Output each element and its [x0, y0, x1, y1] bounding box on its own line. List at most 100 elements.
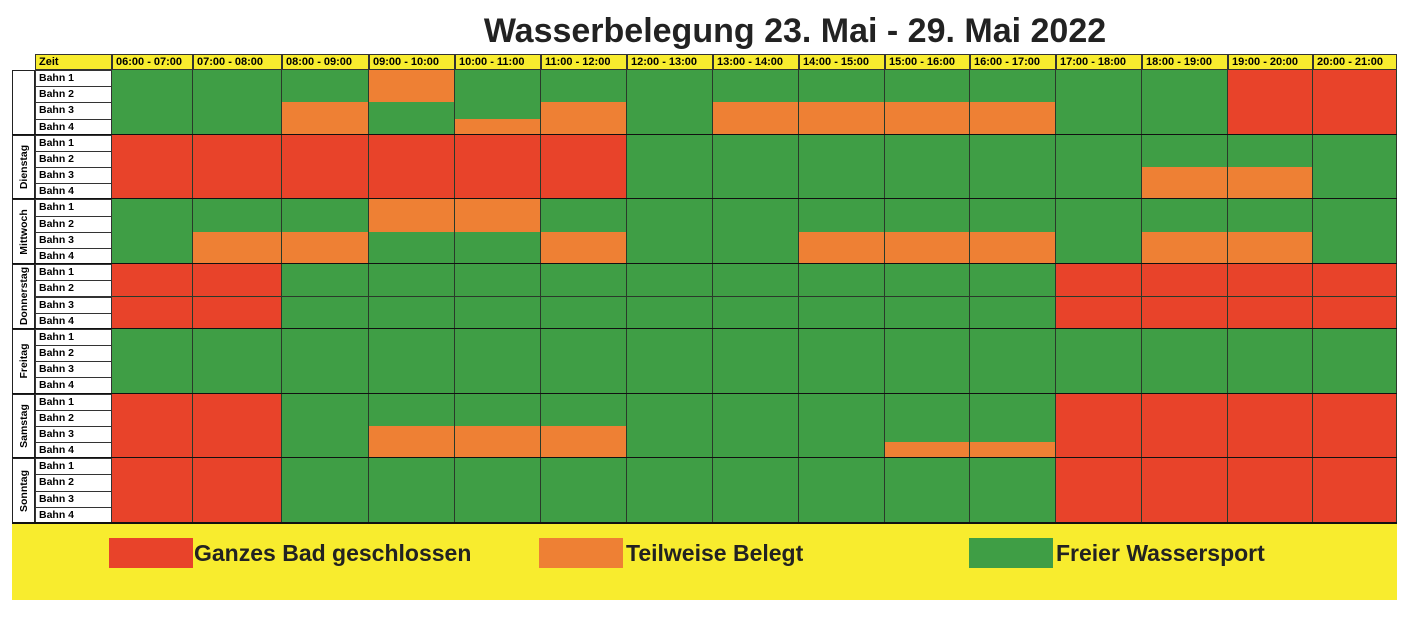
- schedule-cell: [455, 70, 541, 88]
- schedule-cell: [369, 86, 455, 104]
- schedule-cell: [1228, 361, 1313, 379]
- corner-header: Zeit: [35, 54, 112, 70]
- lane-label: Bahn 3: [35, 490, 112, 508]
- day-label-cell: Mittwoch: [12, 199, 35, 265]
- schedule-cell: [627, 231, 713, 249]
- schedule-cell: [282, 296, 369, 314]
- schedule-cell: [627, 328, 713, 347]
- schedule-cell: [1313, 393, 1397, 411]
- schedule-cell: [369, 150, 455, 169]
- schedule-cell: [193, 215, 282, 233]
- schedule-cell: [369, 361, 455, 379]
- schedule-cell: [1056, 134, 1142, 152]
- schedule-cell: [885, 231, 970, 249]
- schedule-cell: [885, 134, 970, 152]
- schedule-cell: [1142, 280, 1228, 298]
- schedule-cell: [713, 167, 799, 185]
- schedule-cell: [1142, 102, 1228, 120]
- schedule-cell: [1142, 264, 1228, 282]
- schedule-cell: [541, 409, 627, 427]
- schedule-cell: [1056, 490, 1142, 508]
- schedule-cell: [112, 264, 193, 282]
- schedule-cell: [885, 490, 970, 508]
- schedule-cell: [799, 199, 885, 217]
- schedule-cell: [713, 361, 799, 379]
- schedule-cell: [970, 86, 1056, 104]
- schedule-cell: [1142, 70, 1228, 88]
- schedule-cell: [799, 264, 885, 282]
- schedule-cell: [282, 474, 369, 492]
- schedule-cell: [970, 393, 1056, 411]
- schedule-cell: [799, 134, 885, 152]
- schedule-cell: [799, 490, 885, 508]
- column-header: 07:00 - 08:00: [193, 54, 282, 70]
- legend-label: Teilweise Belegt: [626, 540, 804, 566]
- schedule-cell: [1056, 474, 1142, 492]
- schedule-cell: [1142, 134, 1228, 152]
- schedule-cell: [713, 199, 799, 217]
- schedule-cell: [970, 345, 1056, 363]
- schedule-cell: [799, 458, 885, 476]
- column-header: 12:00 - 13:00: [627, 54, 713, 70]
- schedule-cell: [369, 134, 455, 152]
- schedule-cell: [541, 70, 627, 88]
- schedule-cell: [369, 296, 455, 314]
- day-separator: [12, 522, 1397, 524]
- schedule-cell: [1056, 458, 1142, 476]
- schedule-cell: [282, 134, 369, 152]
- column-header: 11:00 - 12:00: [541, 54, 627, 70]
- schedule-cell: [1056, 409, 1142, 427]
- schedule-cell: [885, 70, 970, 88]
- schedule-cell: [455, 458, 541, 476]
- schedule-cell: [799, 409, 885, 427]
- legend-label: Freier Wassersport: [1056, 540, 1265, 566]
- schedule-cell: [1142, 215, 1228, 233]
- day-label-cell: Freitag: [12, 328, 35, 394]
- schedule-cell: [713, 490, 799, 508]
- schedule-cell: [1313, 409, 1397, 427]
- legend-swatch: [109, 538, 193, 568]
- schedule-cell: [369, 490, 455, 508]
- schedule-cell: [627, 86, 713, 104]
- schedule-cell: [193, 264, 282, 282]
- schedule-cell: [455, 102, 541, 120]
- schedule-cell: [193, 490, 282, 508]
- schedule-cell: [1056, 199, 1142, 217]
- schedule-cell: [282, 150, 369, 169]
- schedule-cell: [541, 280, 627, 298]
- schedule-cell: [970, 490, 1056, 508]
- schedule-cell: [193, 361, 282, 379]
- schedule-cell: [282, 264, 369, 282]
- lane-label: Bahn 1: [35, 458, 112, 476]
- schedule-cell: [1228, 199, 1313, 217]
- schedule-cell: [1228, 150, 1313, 169]
- schedule-cell: [1228, 167, 1313, 185]
- schedule-cell: [193, 345, 282, 363]
- schedule-cell: [1142, 231, 1228, 249]
- schedule-cell: [541, 86, 627, 104]
- schedule-cell: [799, 280, 885, 298]
- schedule-cell: [193, 167, 282, 185]
- schedule-cell: [112, 134, 193, 152]
- schedule-cell: [193, 474, 282, 492]
- schedule-cell: [282, 409, 369, 427]
- schedule-cell: [1313, 328, 1397, 347]
- schedule-cell: [713, 393, 799, 411]
- lane-label: Bahn 3: [35, 296, 112, 314]
- schedule-cell: [713, 474, 799, 492]
- schedule-cell: [541, 264, 627, 282]
- schedule-cell: [282, 199, 369, 217]
- schedule-cell: [799, 86, 885, 104]
- schedule-cell: [193, 134, 282, 152]
- schedule-cell: [1228, 458, 1313, 476]
- schedule-cell: [1313, 134, 1397, 152]
- schedule-cell: [369, 425, 455, 444]
- schedule-cell: [1056, 102, 1142, 120]
- schedule-cell: [1313, 280, 1397, 298]
- schedule-cell: [112, 150, 193, 169]
- schedule-cell: [713, 296, 799, 314]
- schedule-cell: [1142, 409, 1228, 427]
- schedule-cell: [627, 215, 713, 233]
- schedule-cell: [112, 86, 193, 104]
- schedule-cell: [282, 70, 369, 88]
